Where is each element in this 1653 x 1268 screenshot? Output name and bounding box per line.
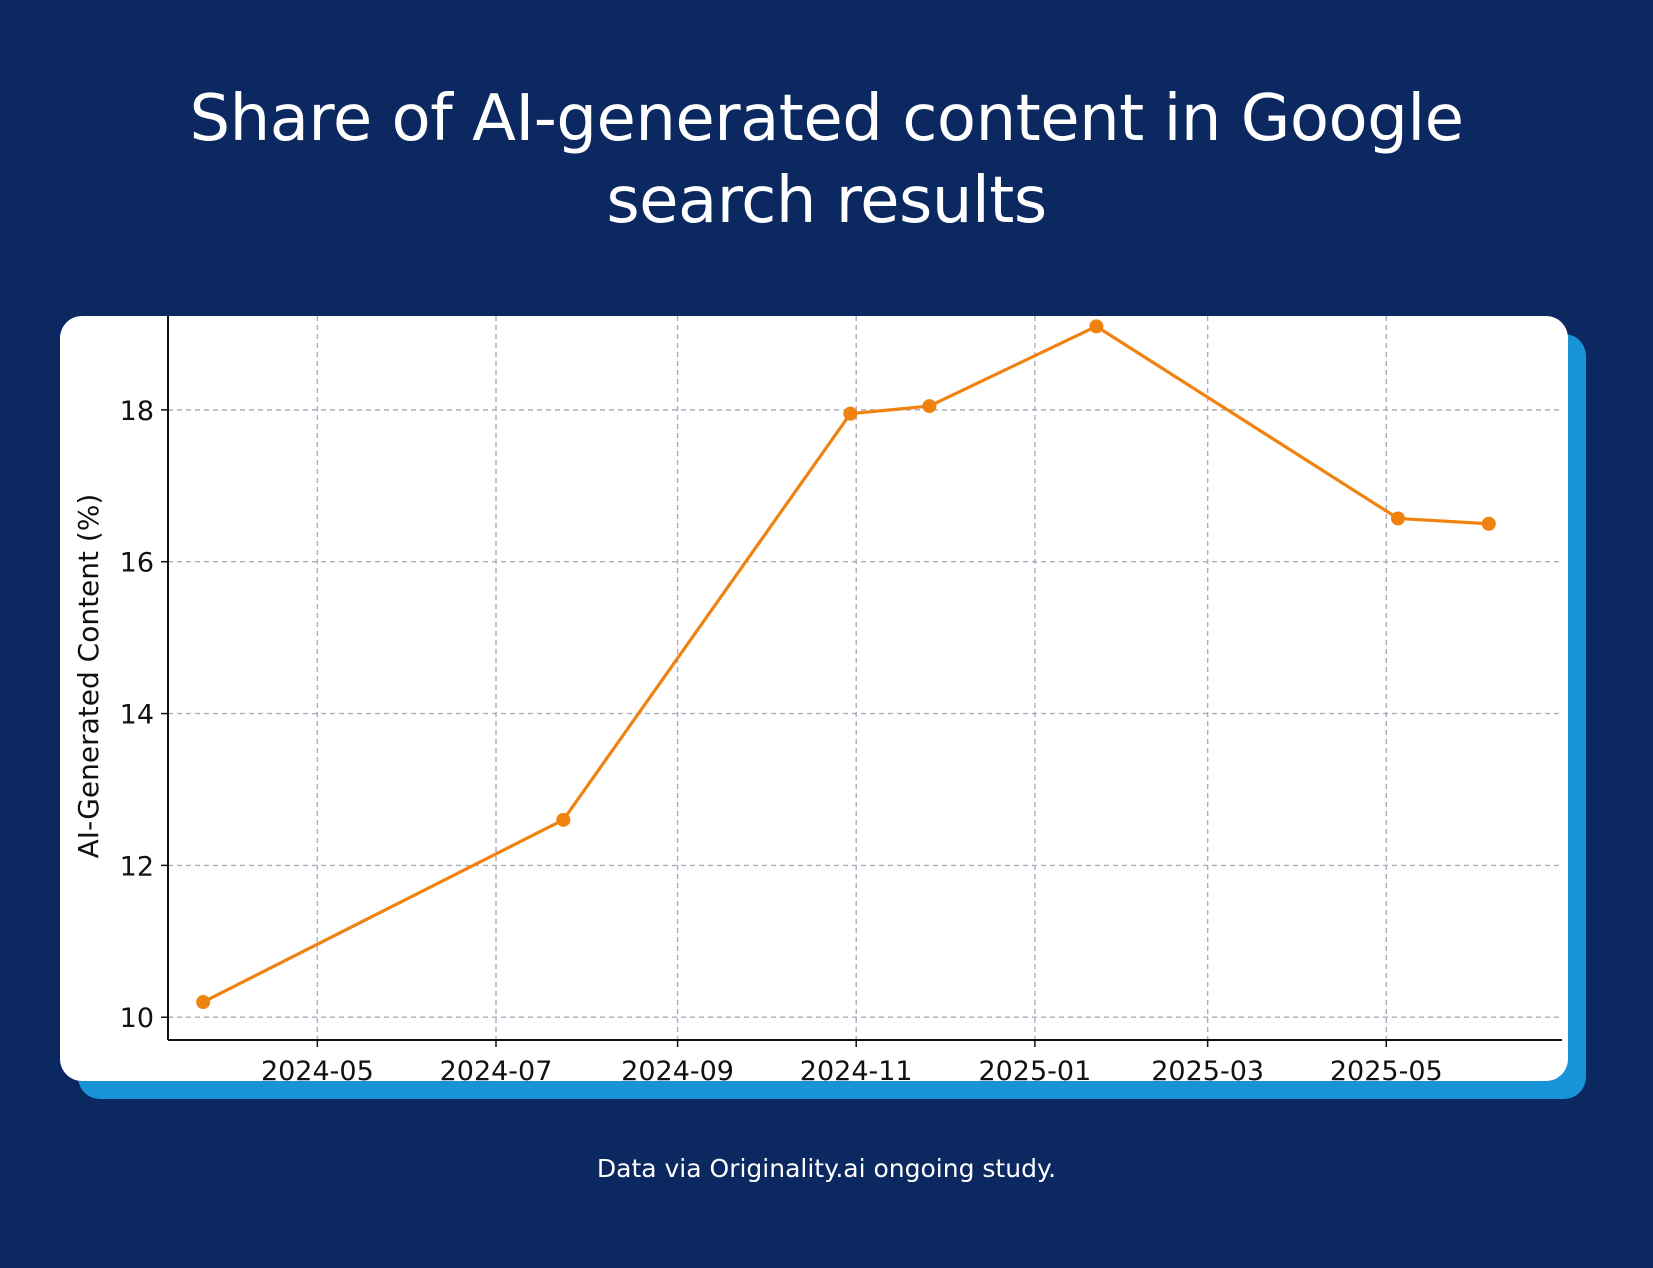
y-axis-label: AI-Generated Content (%) [72, 494, 105, 859]
x-tick-label: 2025-05 [1330, 1056, 1443, 1081]
x-tick-label: 2024-11 [800, 1056, 913, 1081]
title-line-1: Share of AI-generated content in Google [189, 82, 1464, 156]
line-chart: 2024-05 2024-07 2024-09 2024-11 2025-01 2025-… [72, 316, 1562, 1081]
data-point [556, 812, 571, 827]
x-tick-label: 2024-07 [440, 1056, 553, 1081]
data-point [922, 399, 937, 414]
series-line [202, 324, 1489, 1004]
x-axis-ticks: 2024-05 2024-07 2024-09 2024-11 2025-01 2025-… [261, 1040, 1443, 1081]
y-tick-label: 10 [120, 1003, 154, 1034]
x-tick-label: 2024-05 [261, 1056, 374, 1081]
title-line-2: search results [606, 164, 1047, 238]
chart-card: 2024-05 2024-07 2024-09 2024-11 2025-01 2025-… [60, 316, 1568, 1081]
grid-lines [168, 316, 1562, 1040]
y-tick-label: 12 [120, 851, 154, 882]
x-tick-label: 2025-03 [1151, 1056, 1264, 1081]
series-layer [196, 319, 1496, 1010]
axes [167, 316, 1562, 1041]
data-point [1481, 516, 1496, 531]
y-tick-label: 18 [120, 396, 154, 427]
x-tick-label: 2024-09 [621, 1056, 734, 1081]
data-point [1089, 319, 1104, 334]
y-tick-label: 16 [120, 548, 154, 579]
footer-source: Data via Originality.ai ongoing study. [596, 1154, 1057, 1183]
data-point [196, 995, 211, 1010]
page-title: Share of AI-generated content in Google … [0, 78, 1653, 242]
x-tick-label: 2025-01 [978, 1056, 1091, 1081]
data-point [843, 406, 858, 421]
data-point [1391, 511, 1405, 526]
y-axis-ticks: 10 12 14 16 18 [120, 396, 168, 1034]
y-tick-label: 14 [120, 700, 154, 731]
